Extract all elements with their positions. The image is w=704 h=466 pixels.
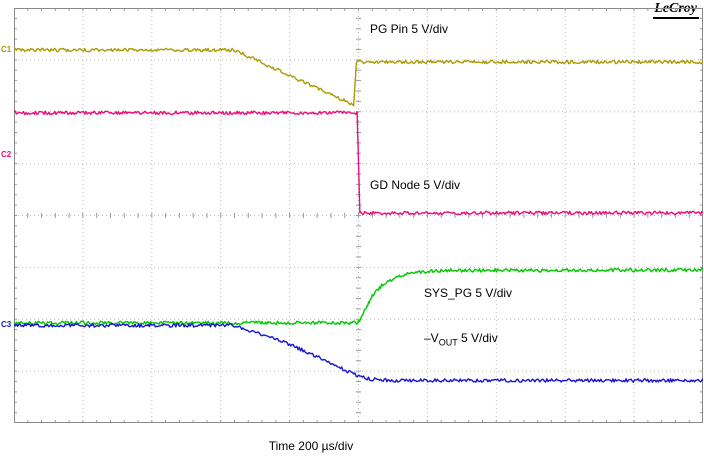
waveform-label: GD Node 5 V/div bbox=[370, 178, 461, 192]
waveform-label: SYS_PG 5 V/div bbox=[424, 286, 513, 300]
channel-marker-c2: C2 bbox=[1, 150, 12, 159]
waveform-plot: PG Pin 5 V/div GD Node 5 V/div SYS_PG 5 V/… bbox=[14, 8, 703, 423]
graticule-border bbox=[14, 8, 703, 423]
trace-gd-node bbox=[14, 110, 703, 216]
waveform-label: PG Pin 5 V/div bbox=[370, 22, 449, 36]
channel-marker-c1: C1 bbox=[1, 45, 12, 54]
channel-marker-c3: C3 bbox=[1, 320, 12, 329]
trace-vout bbox=[14, 323, 703, 383]
waveform-canvas bbox=[14, 8, 703, 423]
waveform-label: –VOUT 5 V/div bbox=[424, 331, 498, 348]
trace-sys-pg bbox=[14, 267, 703, 326]
timebase-label: Time 200 µs/div bbox=[268, 439, 354, 453]
trace-pg-pin bbox=[14, 47, 703, 107]
